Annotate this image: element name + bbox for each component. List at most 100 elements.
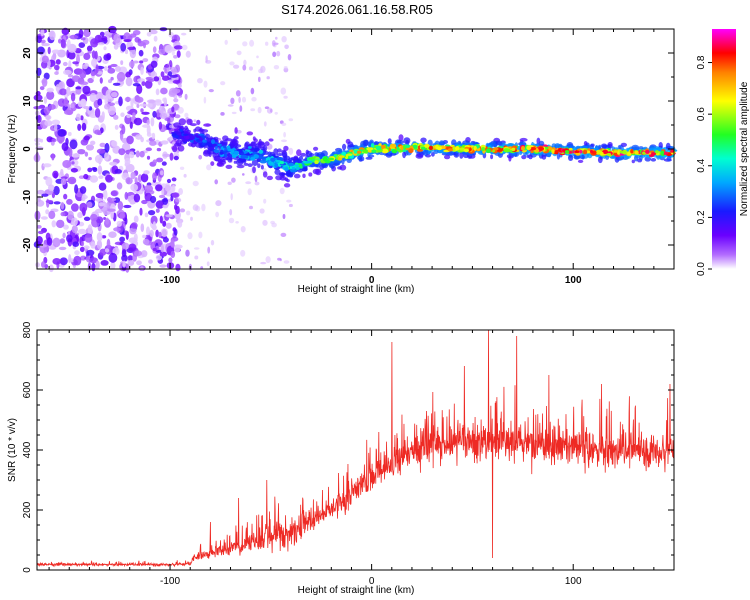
noise-cell <box>94 129 102 135</box>
noise-cell <box>83 52 91 61</box>
signal-halo-cell <box>387 138 392 145</box>
noise-cell <box>83 216 91 221</box>
noise-cell <box>95 260 100 270</box>
noise-cell <box>89 92 97 103</box>
noise-cell <box>71 153 80 158</box>
noise-cell <box>77 123 82 131</box>
noise-cell <box>71 75 81 82</box>
signal-halo-cell <box>236 164 245 169</box>
noise-cell <box>125 177 133 185</box>
noise-cell <box>192 180 199 187</box>
noise-cell <box>138 49 144 57</box>
signal-halo-cell <box>554 144 562 149</box>
noise-cell <box>62 61 68 67</box>
noise-cell <box>113 114 119 120</box>
noise-cell <box>185 50 191 58</box>
noise-cell <box>139 60 144 64</box>
signal-halo-cell <box>252 136 256 141</box>
noise-cell <box>69 34 79 40</box>
noise-cell <box>231 177 236 183</box>
signal-core-cell <box>207 147 215 151</box>
signal-halo-cell <box>644 156 652 162</box>
signal-core-cell <box>227 148 234 152</box>
signal-halo-cell <box>665 142 671 150</box>
signal-core-cell <box>202 139 206 143</box>
noise-cell <box>231 111 237 115</box>
signal-halo-cell <box>300 152 307 157</box>
signal-halo-cell <box>308 172 313 177</box>
noise-cell <box>48 210 56 220</box>
signal-core-cell <box>627 152 631 156</box>
noise-cell <box>90 71 96 77</box>
noise-cell <box>265 256 271 264</box>
colorbar-tick-label: 0.4 <box>696 158 707 172</box>
noise-cell <box>43 106 51 115</box>
noise-cell <box>55 84 60 93</box>
snr-ytick-label: 800 <box>22 321 33 338</box>
noise-cell <box>166 178 172 184</box>
noise-cell <box>134 250 142 257</box>
noise-cell <box>104 142 110 153</box>
signal-core-cell <box>380 144 386 150</box>
noise-cell <box>133 233 138 242</box>
signal-core-cell <box>492 147 499 151</box>
noise-cell <box>126 135 134 145</box>
signal-halo-cell <box>600 143 608 149</box>
snr-ylabel: SNR (10 * v/v) <box>7 418 18 482</box>
spectrogram-xtick-label: 0 <box>369 275 375 286</box>
noise-cell <box>146 32 152 37</box>
noise-cell <box>174 204 178 211</box>
noise-cell <box>220 112 225 116</box>
noise-cell <box>111 140 118 147</box>
signal-core-cell <box>213 149 220 154</box>
noise-cell <box>82 63 88 70</box>
signal-core-cell <box>614 150 619 153</box>
noise-cell <box>116 71 126 82</box>
noise-cell <box>172 227 177 233</box>
noise-cell <box>96 71 103 75</box>
signal-core-cell <box>279 160 284 165</box>
noise-cell <box>96 208 102 213</box>
signal-halo-cell <box>314 152 319 158</box>
noise-cell <box>96 232 103 242</box>
noise-cell <box>156 147 162 152</box>
noise-cell <box>250 108 256 112</box>
noise-cell <box>113 227 121 232</box>
noise-cell <box>287 54 292 61</box>
noise-cell <box>43 96 48 104</box>
noise-cell <box>171 192 180 199</box>
signal-halo-cell <box>607 142 613 147</box>
noise-cell <box>83 173 89 180</box>
noise-cell <box>48 264 54 273</box>
noise-cell <box>173 93 178 99</box>
signal-halo-cell <box>251 159 259 167</box>
signal-core-cell <box>236 148 243 152</box>
signal-core-cell <box>381 148 389 154</box>
signal-halo-cell <box>650 158 657 162</box>
noise-cell <box>179 208 186 213</box>
noise-cell <box>124 191 129 200</box>
signal-halo-cell <box>234 127 238 134</box>
signal-core-cell <box>243 150 248 154</box>
signal-halo-cell <box>243 162 249 166</box>
noise-cell <box>77 149 86 155</box>
signal-halo-cell <box>286 172 291 177</box>
noise-cell <box>63 224 69 230</box>
noise-cell <box>108 252 118 263</box>
signal-halo-cell <box>233 160 237 164</box>
noise-cell <box>121 242 130 249</box>
colorbar-tick-label: 0.0 <box>696 262 707 276</box>
signal-core-cell <box>481 147 486 152</box>
noise-cell <box>36 35 42 44</box>
noise-cell <box>108 79 112 84</box>
signal-core-cell <box>551 149 555 154</box>
noise-cell <box>227 181 232 185</box>
noise-cell <box>173 155 179 161</box>
noise-cell <box>139 150 145 158</box>
noise-cell <box>159 170 164 176</box>
noise-cell <box>248 66 253 71</box>
noise-cell <box>159 264 167 268</box>
noise-cell <box>110 91 118 98</box>
